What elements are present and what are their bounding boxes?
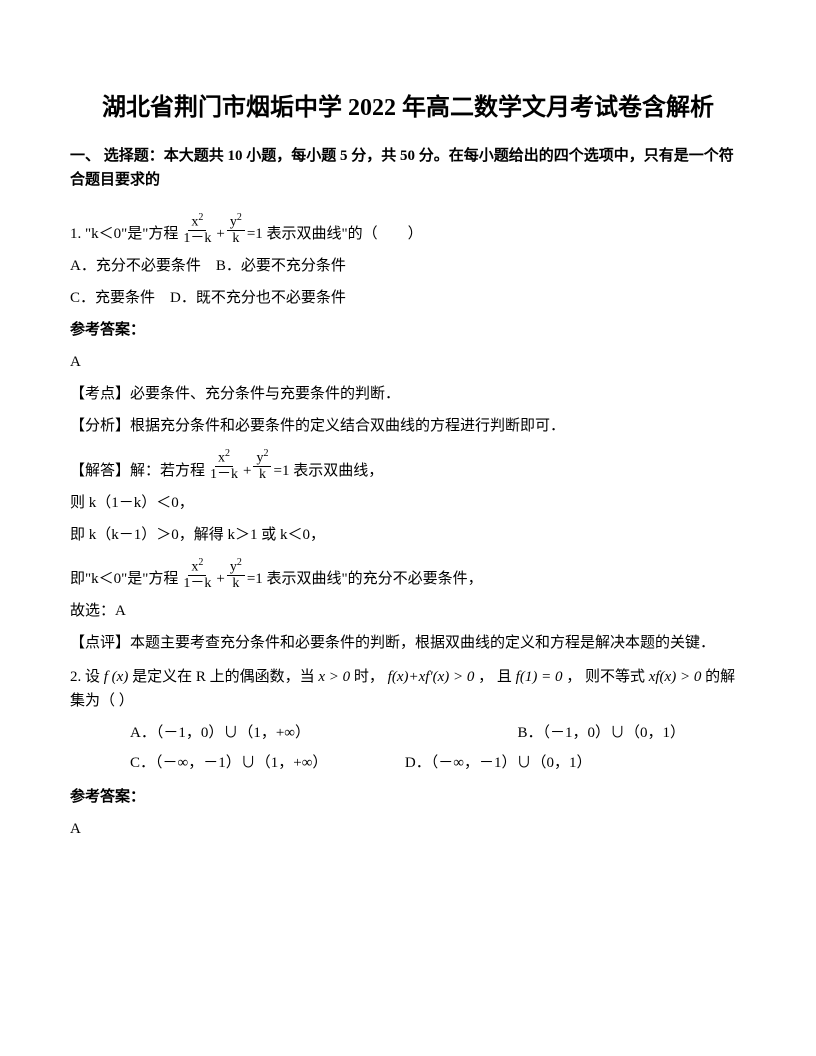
q1-so-b: =1 表示双曲线"的充分不必要条件，: [247, 567, 483, 591]
q1-jd-frac2: y2 k: [253, 448, 271, 482]
q1-guxuan: 故选：A: [70, 599, 746, 623]
q2-expr3: xf(x) > 0: [649, 665, 702, 689]
q1-stem-a: 1. "k＜0"是"方程: [70, 222, 178, 246]
q2-stem-e: ， 则不等式: [566, 669, 645, 685]
q1-so-a: 即"k＜0"是"方程: [70, 567, 178, 591]
q1-jieda: 【解答】解：若方程 x2 1－k + y2 k =1 表示双曲线，: [70, 448, 746, 482]
q2-optC-b: ，－1）∪（1，+: [188, 755, 301, 771]
q2-stem-c: 时，: [354, 669, 384, 685]
q2-fx: f (x): [104, 665, 129, 689]
q2-stem-a: 2. 设: [70, 669, 100, 685]
q2-stem-d: ， 且: [478, 669, 512, 685]
q1-opt-ab: A．充分不必要条件 B．必要不充分条件: [70, 254, 746, 278]
q1-so: 即"k＜0"是"方程 x2 1－k + y2 k =1 表示双曲线"的充分不必要…: [70, 557, 746, 591]
q1-frac1-den: 1－k: [180, 231, 214, 246]
q1-kaodian: 【考点】必要条件、充分条件与充要条件的判断．: [70, 382, 746, 406]
q1-stem-b: =1 表示双曲线"的（ ）: [247, 222, 423, 246]
q2-optC-a: C．（－: [130, 755, 178, 771]
q2-opt-row2: C．（－∞，－1）∪（1，+∞） D．（－∞，－1）∪（0，1）: [130, 751, 746, 775]
q1-frac2-den: k: [229, 231, 242, 246]
q2-optD-b: ，－1）∪（0，1）: [464, 755, 592, 771]
q2-opt-row1: A．（－1，0）∪（1，+∞） B．（－1，0）∪（0，1）: [130, 721, 746, 745]
q2-ans: A: [70, 817, 746, 841]
q2-stem: 2. 设 f (x) 是定义在 R 上的偶函数，当 x > 0 时， f(x)+…: [70, 665, 746, 713]
q2-expr2: f(1) = 0: [516, 665, 563, 689]
infinity-icon: ∞: [453, 755, 464, 771]
q2-ans-label: 参考答案：: [70, 785, 746, 809]
q2-cond1: x > 0: [318, 665, 350, 689]
q1-jd-frac1: x2 1－k: [207, 448, 241, 482]
q1-so-frac1: x2 1－k: [180, 557, 214, 591]
q1-ans-label: 参考答案：: [70, 318, 746, 342]
q1-frac2-exp: 2: [237, 212, 242, 223]
q2-optA-a: A．（－1，0）∪（1，+: [130, 725, 284, 741]
q1-opt-cd: C．充要条件 D．既不充分也不必要条件: [70, 286, 746, 310]
section-intro: 一、 选择题：本大题共 10 小题，每小题 5 分，共 50 分。在每小题给出的…: [70, 144, 746, 192]
q1-dianping: 【点评】本题主要考查充分条件和必要条件的判断，根据双曲线的定义和方程是解决本题的…: [70, 631, 746, 655]
infinity-icon: ∞: [302, 755, 313, 771]
q2-optC-c: ）: [312, 755, 327, 771]
page-title: 湖北省荆门市烟垢中学 2022 年高二数学文月考试卷含解析: [70, 90, 746, 126]
q1-jd-b: =1 表示双曲线，: [273, 459, 383, 483]
q1-stem: 1. "k＜0"是"方程 x2 1－k + y2 k =1 表示双曲线"的（ ）: [70, 212, 746, 246]
q1-jd-a: 【解答】解：若方程: [70, 459, 205, 483]
q1-ans: A: [70, 350, 746, 374]
q2-optA-b: ）: [295, 725, 310, 741]
infinity-icon: ∞: [178, 755, 189, 771]
q1-frac2-num: y: [230, 215, 237, 230]
q2-expr1: f(x)+xf'(x) > 0: [388, 665, 475, 689]
q1-so-frac2: y2 k: [227, 557, 245, 591]
q1-frac1-exp: 2: [198, 212, 203, 223]
q2-optB: B．（－1，0）∪（0，1）: [518, 725, 686, 741]
q1-fenxi: 【分析】根据充分条件和必要条件的定义结合双曲线的方程进行判断即可．: [70, 414, 746, 438]
q1-plus: +: [216, 222, 224, 246]
q1-frac1: x2 1－k: [180, 212, 214, 246]
q1-frac2: y2 k: [227, 212, 245, 246]
q2-optD-a: D．（－: [405, 755, 453, 771]
q2-stem-b: 是定义在 R 上的偶函数，当: [132, 669, 315, 685]
q1-ie: 即 k（k－1）＞0，解得 k＞1 或 k＜0，: [70, 523, 746, 547]
infinity-icon: ∞: [284, 725, 295, 741]
q1-then: 则 k（1－k）＜0，: [70, 491, 746, 515]
